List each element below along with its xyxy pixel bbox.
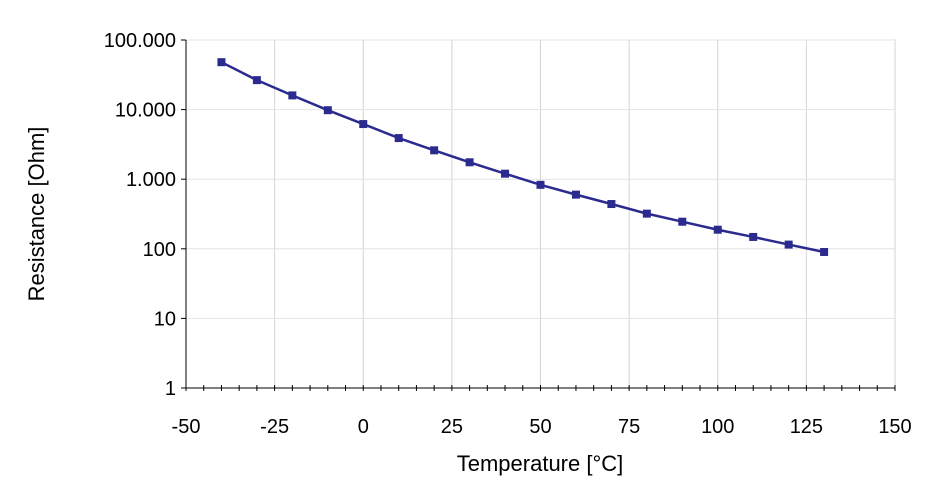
y-tick-label: 1	[165, 378, 176, 400]
data-point	[571, 190, 580, 199]
x-axis-label: Temperature [°C]	[457, 451, 624, 476]
data-point	[749, 232, 758, 241]
x-tick-label: 150	[878, 416, 911, 438]
x-tick-label: 75	[618, 416, 640, 438]
x-tick-label: 0	[358, 416, 369, 438]
data-point	[323, 106, 332, 115]
x-tick-label: 100	[701, 416, 734, 438]
data-point	[394, 134, 403, 143]
y-tick-label: 10	[154, 308, 176, 330]
x-tick-label: -50	[172, 416, 201, 438]
data-point	[820, 247, 829, 256]
data-point	[430, 146, 439, 155]
x-tick-label: 25	[441, 416, 463, 438]
data-point	[252, 76, 261, 85]
data-point	[784, 240, 793, 249]
y-tick-label: 100.000	[104, 30, 176, 52]
data-point	[501, 169, 510, 178]
y-tick-label: 10.000	[115, 100, 176, 122]
data-point	[678, 217, 687, 226]
data-point	[217, 58, 226, 67]
data-point	[642, 209, 651, 218]
data-point	[465, 158, 474, 167]
y-tick-label: 1.000	[126, 169, 176, 191]
data-point	[607, 200, 616, 209]
y-axis-label: Resistance [Ohm]	[24, 127, 49, 302]
series-line	[220, 61, 825, 254]
x-axis-ticks: -50 -25 0 25 50 75 100 125 150	[172, 385, 912, 438]
y-tick-label: 100	[143, 239, 176, 261]
x-tick-label: 125	[790, 416, 823, 438]
data-point	[713, 225, 722, 234]
data-point	[359, 120, 368, 129]
data-point	[288, 91, 297, 100]
data-point	[536, 180, 545, 189]
x-tick-label: -25	[260, 416, 289, 438]
x-tick-label: 50	[529, 416, 551, 438]
series-layer	[217, 58, 829, 256]
grid-lines	[186, 39, 896, 388]
y-axis-ticks: 1 10 100 1.000 10.000 100.000	[104, 30, 186, 400]
